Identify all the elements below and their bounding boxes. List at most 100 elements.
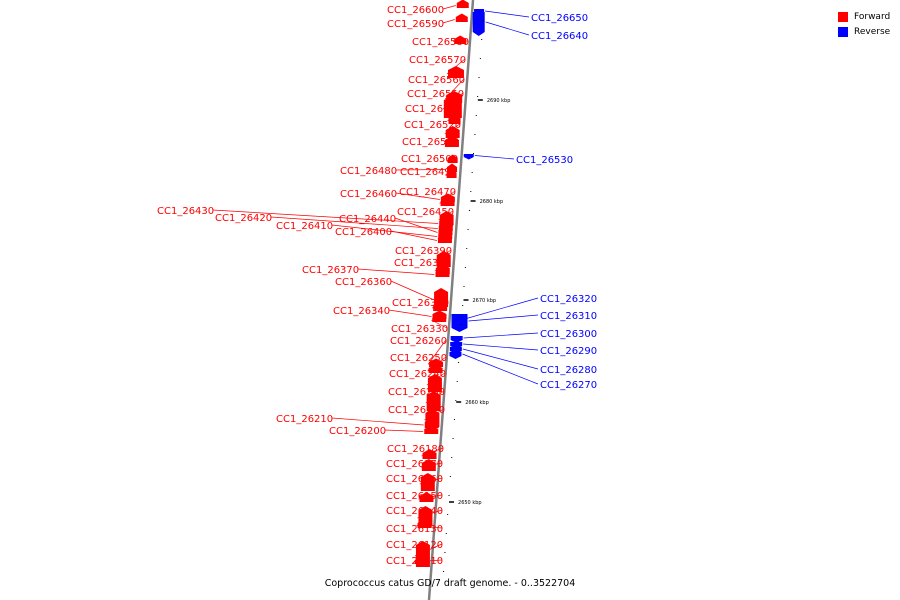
gene-label-cc1-26590: CC1_26590 [387, 19, 444, 30]
gene-label-cc1-26250: CC1_26250 [390, 353, 447, 364]
gene-label-cc1-26210: CC1_26210 [276, 414, 333, 425]
forward-gene-cc1-26170 [421, 459, 436, 471]
gene-label-cc1-26310: CC1_26310 [540, 311, 597, 322]
legend-reverse-label: Reverse [854, 26, 891, 37]
leader-line-cc1-26330 [431, 319, 448, 329]
gene-label-cc1-26560: CC1_26560 [408, 75, 465, 86]
reverse-gene-cc1-26310 [451, 314, 468, 332]
scale-dot [474, 134, 476, 135]
scale-dot [448, 495, 450, 496]
leader-line-cc1-26420 [270, 216, 438, 229]
legend: Forward Reverse [838, 9, 890, 39]
gene-layer [414, 0, 485, 567]
gene-label-cc1-26330: CC1_26330 [391, 324, 448, 335]
backbone-layer [427, 0, 475, 600]
gene-label-cc1-26320: CC1_26320 [540, 294, 597, 305]
leader-line-cc1-26290 [463, 343, 539, 351]
genome-backbone [427, 0, 475, 600]
forward-gene-cc1-26230 [426, 391, 441, 411]
gene-label-cc1-26130: CC1_26130 [386, 524, 443, 535]
leader-line-cc1-26240 [426, 372, 446, 386]
scale-dot [443, 571, 445, 572]
forward-gene-cc1-26570 [447, 66, 464, 78]
scale-dot [473, 153, 475, 154]
scale-dot [471, 172, 473, 173]
leader-line-cc1-26300 [463, 332, 539, 339]
gene-label-cc1-26280: CC1_26280 [540, 365, 597, 376]
reverse-gene-cc1-26640 [472, 12, 485, 36]
leader-line-cc1-26540 [447, 107, 462, 122]
leader-line-cc1-26130 [416, 525, 442, 529]
scale-dot [470, 191, 472, 192]
gene-label-cc1-26350: CC1_26350 [392, 298, 449, 309]
leader-line-cc1-26360 [390, 280, 434, 300]
leader-line-cc1-26370 [357, 268, 435, 275]
gene-label-cc1-26370: CC1_26370 [302, 265, 359, 276]
leader-line-cc1-26170 [420, 462, 442, 468]
scale-dot [479, 58, 481, 59]
leader-line-cc1-26380 [434, 261, 451, 272]
leader-line-cc1-26210 [331, 417, 424, 426]
leader-line-cc1-26460 [395, 192, 440, 200]
scale-tick-label: 2680 kbp [480, 199, 504, 205]
forward-gene-cc1-26450 [439, 211, 454, 225]
scale-dot [462, 305, 464, 306]
legend-item-reverse: Reverse [838, 24, 890, 39]
legend-item-forward: Forward [838, 9, 890, 24]
gene-label-cc1-26470: CC1_26470 [399, 187, 456, 198]
scale-tick-label: 2670 kbp [473, 298, 497, 304]
gene-label-cc1-26380: CC1_26380 [394, 258, 451, 269]
gene-label-cc1-26140: CC1_26140 [386, 506, 443, 517]
leader-line-cc1-26220 [424, 408, 445, 421]
leader-line-cc1-26590 [442, 19, 455, 24]
scale-dot [468, 210, 470, 211]
gene-label-cc1-26440: CC1_26440 [339, 214, 396, 225]
scale-dot [482, 20, 484, 21]
scale-dot [460, 324, 462, 325]
gene-label-cc1-26450: CC1_26450 [397, 207, 454, 218]
forward-swatch [838, 11, 848, 22]
leader-line-cc1-26310 [468, 314, 539, 322]
reverse-gene-cc1-26530 [463, 154, 474, 160]
forward-gene-cc1-26260 [429, 358, 444, 367]
leader-line-cc1-26490 [445, 170, 457, 176]
leader-line-cc1-26250 [427, 356, 447, 371]
forward-gene-cc1-26480 [447, 163, 458, 172]
leader-line-cc1-26320 [462, 297, 539, 320]
gene-label-cc1-26360: CC1_26360 [335, 277, 392, 288]
gene-label-cc1-26540: CC1_26540 [405, 104, 462, 115]
forward-gene-cc1-26370 [435, 268, 450, 277]
gene-label-cc1-26550: CC1_26550 [407, 89, 464, 100]
forward-gene-cc1-26210 [424, 418, 439, 428]
gene-label-cc1-26240: CC1_26240 [389, 369, 446, 380]
gene-label-cc1-26530: CC1_26530 [516, 155, 573, 166]
forward-gene-cc1-26330 [432, 315, 447, 322]
leader-line-cc1-26650 [485, 10, 530, 18]
forward-gene-cc1-26600 [456, 0, 469, 8]
gene-label-cc1-26570: CC1_26570 [409, 55, 466, 66]
gene-label-cc1-26260: CC1_26260 [390, 336, 447, 347]
scale-dot [452, 438, 454, 439]
forward-gene-cc1-26510 [444, 136, 459, 147]
leader-line-cc1-26470 [439, 190, 456, 204]
gene-label-cc1-26420: CC1_26420 [215, 213, 272, 224]
gene-label-cc1-26120: CC1_26120 [386, 540, 443, 551]
gene-label-cc1-26300: CC1_26300 [540, 329, 597, 340]
gene-label-cc1-26650: CC1_26650 [531, 13, 588, 24]
leader-line-cc1-26120 [414, 543, 443, 557]
map-caption: Coprococcus catus GD/7 draft genome. - 0… [324, 578, 576, 589]
leader-line-cc1-26580 [453, 40, 468, 42]
leader-line-cc1-26230 [425, 390, 445, 404]
scale-dot [444, 552, 446, 553]
scale-dot [475, 115, 477, 116]
forward-gene-cc1-26400 [437, 234, 452, 243]
leader-line-cc1-26560 [444, 78, 465, 100]
leader-line-cc1-26160 [419, 477, 442, 485]
gene-label-cc1-26230: CC1_26230 [388, 387, 445, 398]
leader-line-cc1-26510 [443, 140, 458, 144]
gene-label-cc1-26640: CC1_26640 [531, 31, 588, 42]
leader-line-cc1-26140 [417, 509, 443, 519]
scale-dot [459, 343, 461, 344]
leader-line-cc1-26110 [413, 559, 442, 563]
gene-label-cc1-26430: CC1_26430 [157, 206, 214, 217]
